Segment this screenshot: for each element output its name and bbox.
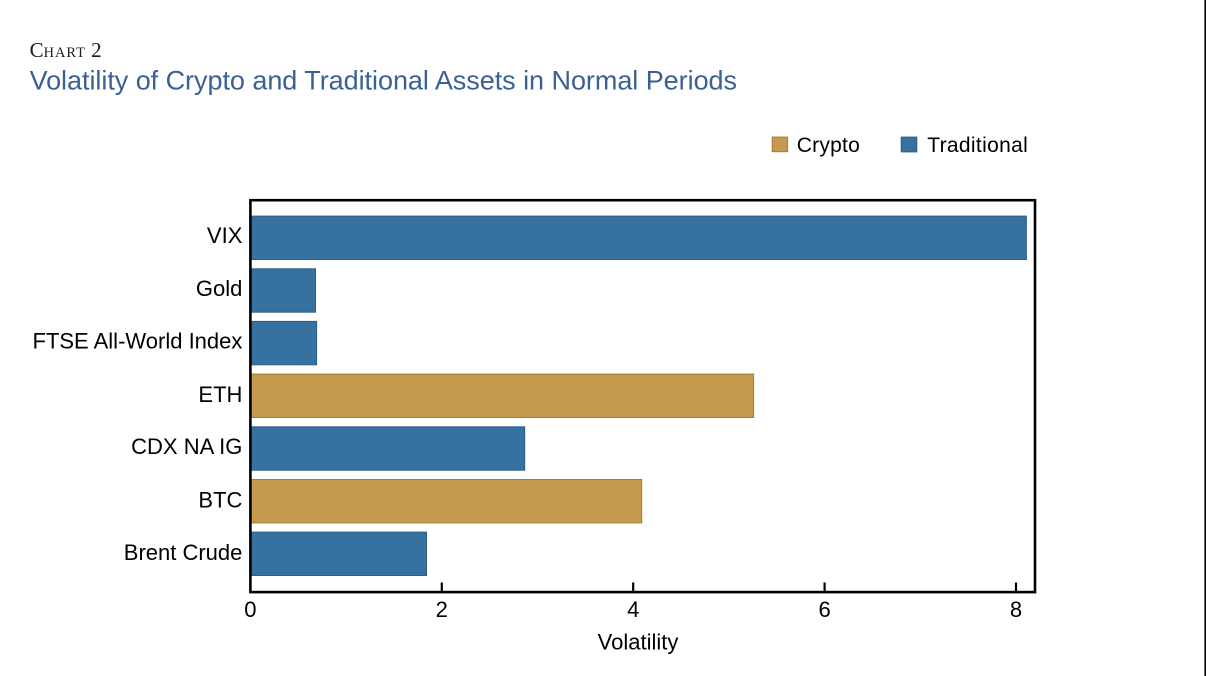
- svg-text:Brent Crude: Brent Crude: [124, 540, 243, 565]
- svg-text:Gold: Gold: [196, 276, 242, 301]
- svg-text:Volatility of Crypto and Tradi: Volatility of Crypto and Traditional Ass…: [30, 66, 737, 96]
- svg-text:Traditional: Traditional: [927, 134, 1028, 157]
- svg-text:6: 6: [818, 597, 830, 622]
- svg-text:FTSE All-World Index: FTSE All-World Index: [33, 329, 243, 354]
- svg-text:VIX: VIX: [207, 223, 243, 248]
- svg-text:Volatility: Volatility: [598, 629, 679, 654]
- svg-text:4: 4: [627, 597, 639, 622]
- svg-text:ETH: ETH: [198, 382, 242, 407]
- svg-text:8: 8: [1010, 597, 1022, 622]
- svg-text:CHART 2: CHART 2: [30, 38, 102, 62]
- svg-text:CDX NA IG: CDX NA IG: [131, 434, 242, 459]
- svg-text:2: 2: [436, 597, 448, 622]
- svg-text:Crypto: Crypto: [797, 134, 860, 157]
- svg-text:0: 0: [244, 597, 256, 622]
- svg-text:BTC: BTC: [198, 488, 242, 513]
